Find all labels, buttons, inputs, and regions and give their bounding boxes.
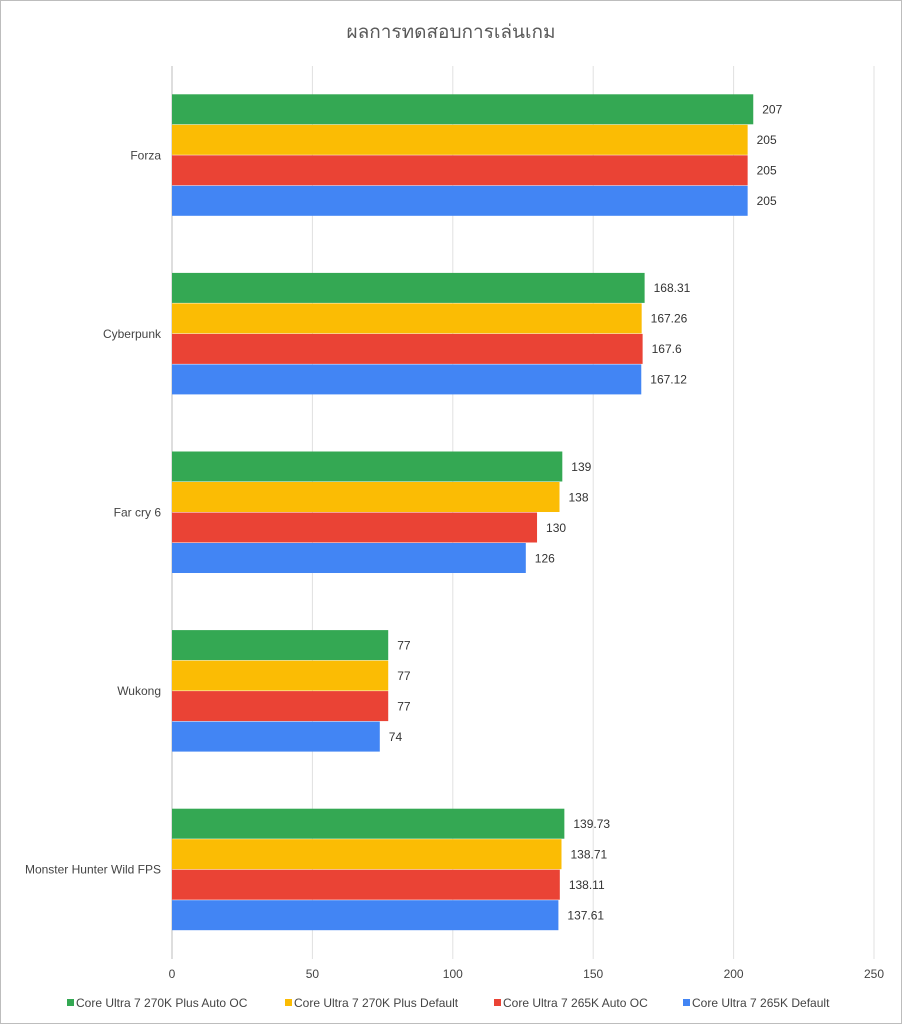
legend-swatch: [683, 999, 690, 1006]
bar: [172, 512, 538, 543]
category-label: Cyberpunk: [103, 327, 162, 341]
bar: [172, 839, 562, 870]
bar: [172, 630, 389, 661]
legend-swatch: [285, 999, 292, 1006]
data-label: 137.61: [567, 908, 604, 922]
data-label: 77: [397, 699, 411, 713]
data-label: 167.26: [651, 312, 688, 326]
bar: [172, 808, 565, 839]
data-label: 167.12: [650, 373, 687, 387]
data-label: 207: [762, 103, 782, 117]
legend-swatch: [494, 999, 501, 1006]
bar: [172, 543, 526, 573]
bar: [172, 155, 748, 186]
legend-swatch: [67, 999, 74, 1006]
bar: [172, 94, 754, 125]
data-label: 205: [757, 164, 777, 178]
data-label: 130: [546, 521, 566, 535]
bar: [172, 303, 642, 334]
data-label: 77: [397, 669, 411, 683]
legend-label: Core Ultra 7 265K Default: [692, 996, 830, 1010]
data-label: 126: [535, 551, 555, 565]
data-label: 138: [569, 490, 589, 504]
bar: [172, 691, 389, 722]
data-label: 168.31: [654, 281, 691, 295]
x-tick-label: 150: [583, 967, 603, 981]
bar: [172, 185, 748, 216]
data-label: 77: [397, 638, 411, 652]
category-label: Monster Hunter Wild FPS: [25, 863, 161, 877]
data-label: 205: [757, 133, 777, 147]
bar: [172, 364, 642, 395]
bar: [172, 660, 389, 691]
bar: [172, 333, 643, 364]
data-label: 138.71: [570, 847, 607, 861]
bar: [172, 900, 559, 931]
x-tick-label: 250: [864, 967, 884, 981]
bar: [172, 272, 645, 303]
x-tick-label: 0: [169, 967, 176, 981]
x-tick-label: 200: [724, 967, 744, 981]
chart-title: ผลการทดสอบการเล่นเกม: [346, 22, 555, 43]
data-label: 138.11: [569, 878, 605, 892]
x-tick-label: 50: [306, 967, 320, 981]
data-label: 139: [571, 460, 591, 474]
data-label: 139.73: [573, 817, 610, 831]
legend-label: Core Ultra 7 270K Plus Default: [294, 996, 459, 1010]
legend-label: Core Ultra 7 270K Plus Auto OC: [76, 996, 248, 1010]
bar: [172, 482, 560, 512]
data-label: 167.6: [652, 342, 682, 356]
x-tick-label: 100: [443, 967, 463, 981]
bar: [172, 124, 748, 155]
category-label: Wukong: [117, 684, 161, 698]
bar: [172, 721, 380, 752]
category-label: Far cry 6: [114, 506, 162, 520]
data-label: 205: [757, 194, 777, 208]
bar: [172, 869, 560, 900]
data-label: 74: [389, 730, 403, 744]
bar: [172, 451, 563, 482]
legend-label: Core Ultra 7 265K Auto OC: [503, 996, 648, 1010]
category-label: Forza: [130, 148, 161, 162]
